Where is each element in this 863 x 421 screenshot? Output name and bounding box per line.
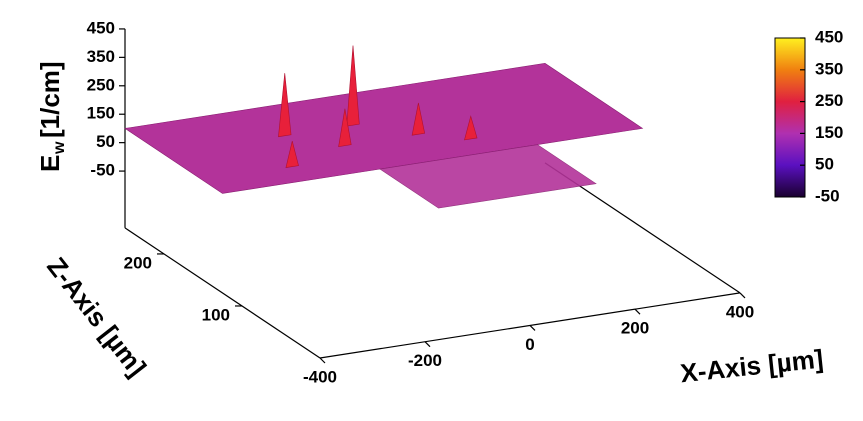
x-tick-label: 400 — [726, 302, 754, 321]
colorbar-tick-label: 150 — [815, 123, 843, 142]
y-tick-label: 50 — [96, 132, 115, 151]
peak — [411, 102, 426, 136]
y-label-sub: w — [51, 141, 68, 155]
x-tick — [739, 292, 746, 299]
peak — [285, 140, 299, 168]
x-tick-label: -400 — [303, 367, 337, 386]
y-axis-label: E w [1/cm] — [35, 61, 68, 172]
y-label-unit: [1/cm] — [35, 61, 65, 138]
y-label-main: E — [35, 155, 65, 172]
y-tick-label: 450 — [87, 18, 115, 37]
surface-back — [124, 63, 644, 194]
peak — [346, 45, 360, 127]
x-axis-label: X-Axis [µm] — [679, 343, 825, 388]
colorbar-tick-label: 450 — [815, 27, 843, 46]
colorbar — [774, 37, 806, 198]
y-tick-label: 250 — [87, 75, 115, 94]
peak — [338, 108, 352, 147]
x-tick — [319, 357, 326, 364]
x-tick — [424, 341, 431, 348]
colorbar-tick-label: 50 — [815, 155, 834, 174]
x-tick-label: -200 — [408, 351, 442, 370]
x-tick-label: 0 — [525, 335, 534, 354]
x-tick — [529, 325, 536, 331]
colorbar-tick-label: 250 — [815, 91, 843, 110]
x-tick — [634, 308, 641, 315]
y-tick-label: 150 — [87, 104, 115, 123]
surface-front — [379, 144, 597, 209]
colorbar-tick-label: 350 — [815, 59, 843, 78]
z-tick-label: 100 — [202, 305, 230, 324]
x-tick-label: 200 — [621, 319, 649, 338]
peak — [278, 73, 292, 138]
y-tick-label: -50 — [90, 161, 115, 180]
z-tick-label: 200 — [124, 253, 152, 272]
peak — [464, 115, 478, 141]
y-tick-label: 350 — [87, 47, 115, 66]
z-axis — [124, 227, 321, 359]
colorbar-tick-label: -50 — [815, 186, 840, 205]
